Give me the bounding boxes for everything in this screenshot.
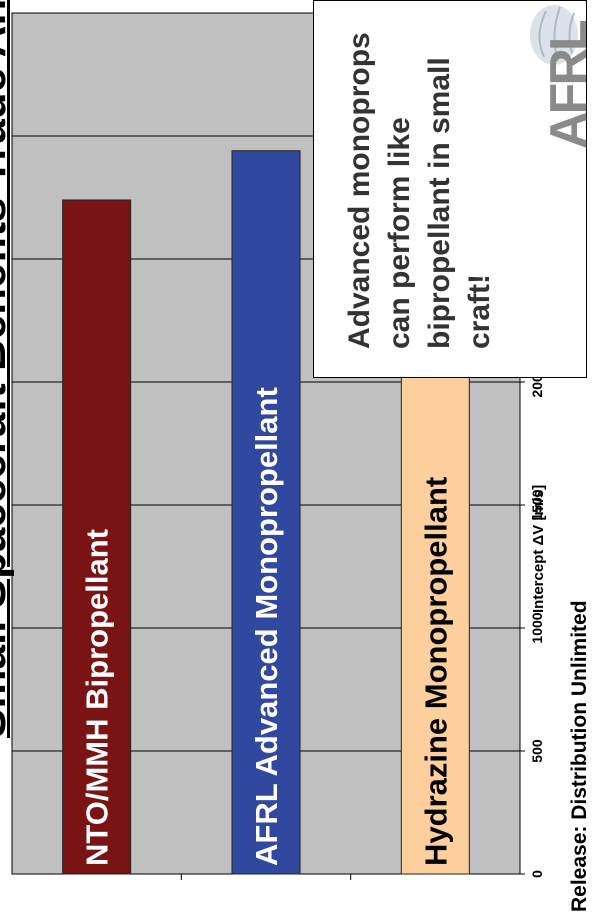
- bar: [231, 150, 301, 875]
- bar-label: NTO/MMH Bipropellant: [80, 529, 115, 866]
- afrl-logo: AFRL: [530, 5, 592, 149]
- x-axis-label: Intercept ΔV [m/s]: [530, 484, 547, 613]
- x-tick-label: 0: [529, 870, 545, 878]
- bar: [62, 199, 132, 875]
- x-tick-label: 1500: [529, 489, 545, 520]
- x-tick-label: 1000: [529, 612, 545, 643]
- bars: Hydrazine Monopropellant AFRL Advanced Mo…: [62, 150, 470, 875]
- x-tick-label: 500: [529, 739, 545, 763]
- chart-title: Small Spacecraft Benefits Trade Analysis: [0, 0, 15, 738]
- footer-release: Release: Distribution Unlimited: [568, 600, 591, 912]
- bar-label: AFRL Advanced Monopropellant: [249, 387, 284, 866]
- logo-text: AFRL: [540, 20, 592, 149]
- bar-label: Hydrazine Monopropellant: [418, 477, 453, 866]
